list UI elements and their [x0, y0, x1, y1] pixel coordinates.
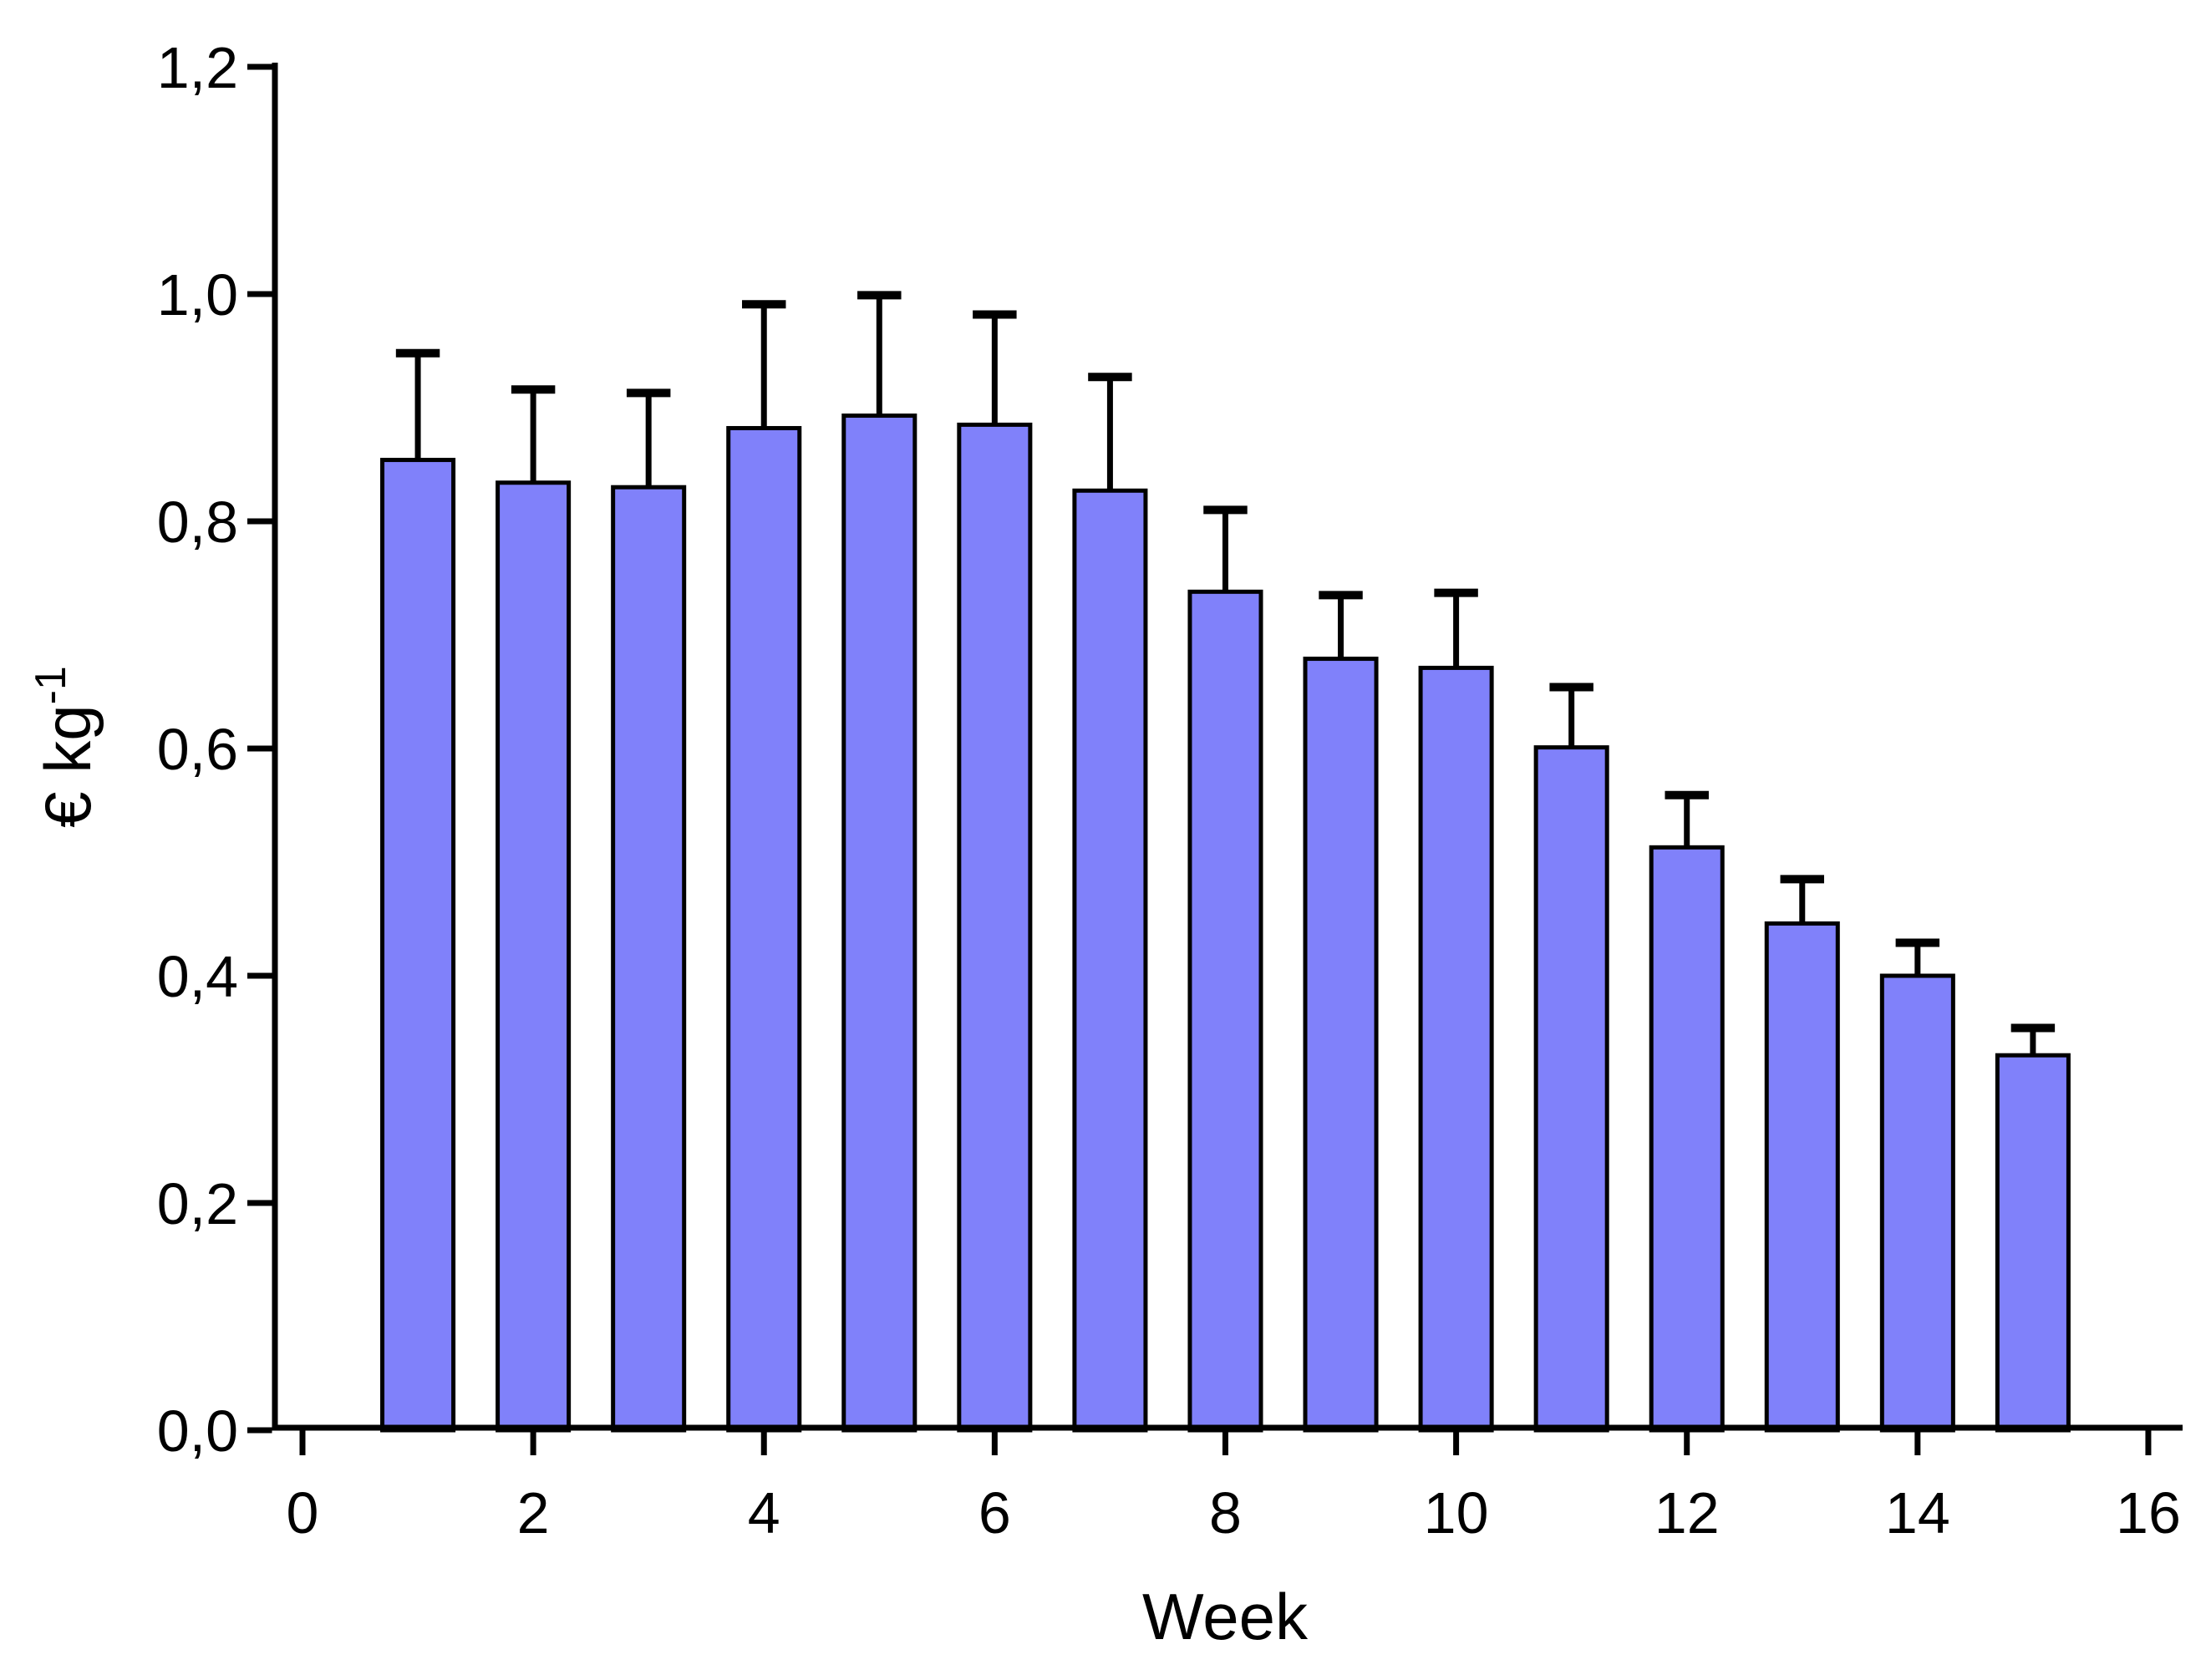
bar-week-12 [1649, 845, 1725, 1433]
y-tick-label-0,4: 0,4 [157, 944, 238, 1009]
y-tick-label-1,2: 1,2 [157, 35, 238, 100]
y-tick-label-0,2: 0,2 [157, 1171, 238, 1236]
x-tick-label-14: 14 [1885, 1480, 1950, 1545]
y-axis-title-base: € kg [31, 704, 104, 827]
y-axis-title: € kg-1 [27, 666, 104, 828]
x-tick-label-8: 8 [1209, 1480, 1242, 1545]
bar-week-9 [1303, 657, 1379, 1433]
y-tick-label-0,6: 0,6 [157, 717, 238, 782]
x-tick-label-0: 0 [287, 1480, 319, 1545]
y-tick-label-1,0: 1,0 [157, 262, 238, 327]
bar-week-1 [380, 458, 456, 1433]
y-tick-label-0,8: 0,8 [157, 490, 238, 555]
bar-week-13 [1764, 921, 1840, 1433]
y-axis-title-exponent: -1 [27, 666, 75, 704]
x-tick-label-16: 16 [2116, 1480, 2181, 1545]
y-axis-tick-labels: 0,0 0,2 0,4 0,6 0,8 1,0 1,2 [157, 35, 238, 1464]
bar-week-4 [726, 425, 802, 1433]
x-axis-title: Week [1142, 1580, 1309, 1653]
axis-lines [272, 63, 2183, 1431]
bar-week-2 [496, 480, 572, 1433]
bar-week-3 [611, 485, 687, 1433]
bar-week-14 [1879, 973, 1955, 1433]
error-bars-group [395, 291, 2056, 1056]
bar-week-10 [1418, 665, 1494, 1433]
x-tick-label-6: 6 [978, 1480, 1011, 1545]
bar-week-11 [1533, 745, 1609, 1433]
bar-week-15 [1995, 1053, 2071, 1433]
bar-week-8 [1187, 589, 1263, 1433]
y-tick-label-0,0: 0,0 [157, 1398, 238, 1464]
bar-week-5 [841, 414, 917, 1433]
x-tick-label-2: 2 [517, 1480, 550, 1545]
x-axis-ticks [299, 1430, 2152, 1455]
bars-group [380, 414, 2071, 1433]
y-axis-ticks [247, 63, 272, 1434]
x-tick-label-10: 10 [1424, 1480, 1489, 1545]
x-tick-label-4: 4 [748, 1480, 780, 1545]
bar-week-7 [1072, 488, 1148, 1433]
bar-week-6 [957, 422, 1033, 1433]
x-axis-tick-labels: 0 2 4 6 8 10 12 14 16 [287, 1480, 2181, 1545]
x-tick-label-12: 12 [1654, 1480, 1720, 1545]
